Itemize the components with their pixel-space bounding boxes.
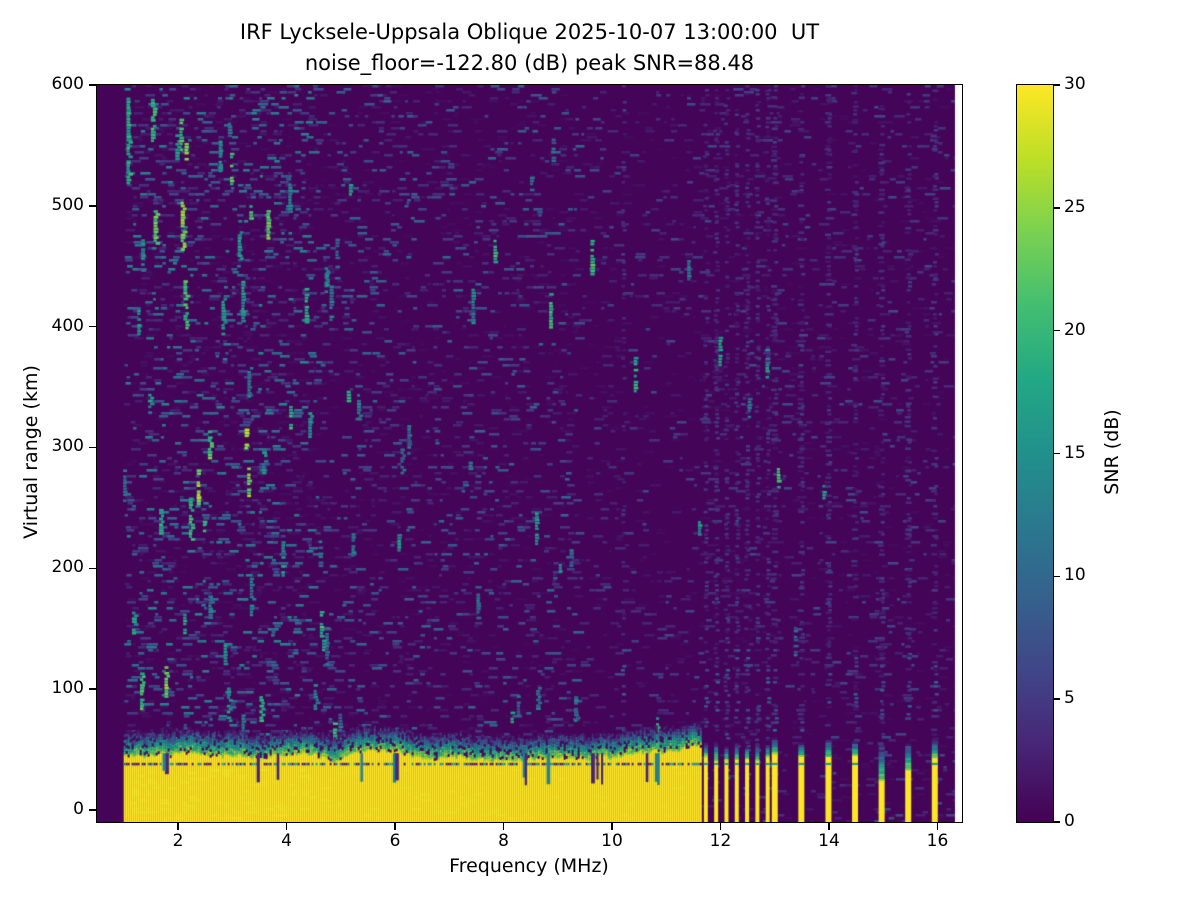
x-tick-label: 8: [498, 831, 509, 851]
y-axis-label: Virtual range (km): [20, 365, 42, 539]
x-tick-mark: [719, 823, 722, 830]
colorbar-tick-label: 15: [1064, 442, 1086, 463]
y-tick-mark: [89, 688, 96, 690]
colorbar-tick-mark: [1054, 575, 1060, 578]
x-tick-label: 4: [281, 831, 292, 851]
chart-subtitle: noise_floor=-122.80 (dB) peak SNR=88.48: [304, 51, 755, 75]
x-tick-label: 10: [601, 831, 623, 851]
x-tick-mark: [828, 823, 830, 830]
heatmap-canvas: [97, 85, 962, 822]
x-tick-label: 14: [818, 831, 840, 851]
x-tick-mark: [394, 823, 396, 830]
x-tick-mark: [611, 823, 613, 830]
colorbar-tick-mark: [1054, 698, 1060, 700]
plot-area: [96, 84, 963, 823]
colorbar-label: SNR (dB): [1101, 409, 1123, 495]
y-tick-label: 500: [51, 194, 84, 215]
x-tick-label: 6: [389, 831, 401, 851]
colorbar-tick-label: 30: [1064, 74, 1086, 94]
x-tick-label: 12: [709, 831, 732, 851]
colorbar-tick-mark: [1054, 207, 1060, 209]
colorbar-tick-label: 0: [1064, 811, 1075, 831]
y-tick-mark: [89, 84, 96, 86]
x-tick-mark: [285, 823, 288, 830]
x-tick-label: 2: [172, 831, 184, 851]
y-tick-label: 100: [51, 678, 84, 699]
y-tick-label: 600: [51, 74, 84, 94]
y-tick-mark: [89, 446, 96, 449]
y-tick-label: 0: [73, 798, 84, 819]
y-tick-mark: [89, 205, 96, 207]
colorbar-tick-label: 5: [1064, 688, 1075, 709]
y-tick-label: 200: [51, 557, 84, 578]
y-tick-mark: [89, 809, 96, 811]
colorbar-tick-mark: [1054, 452, 1060, 455]
y-tick-label: 300: [51, 436, 84, 457]
y-tick-mark: [89, 567, 96, 570]
x-tick-mark: [502, 823, 505, 830]
colorbar-tick-label: 20: [1064, 319, 1086, 340]
x-axis-label: Frequency (MHz): [449, 855, 609, 877]
x-tick-mark: [936, 823, 939, 830]
y-tick-mark: [89, 325, 96, 328]
colorbar-tick-mark: [1054, 821, 1060, 823]
y-tick-label: 400: [51, 315, 84, 336]
colorbar-tick-label: 10: [1064, 565, 1086, 586]
chart-title: IRF Lycksele-Uppsala Oblique 2025-10-07 …: [239, 20, 820, 44]
colorbar-tick-label: 25: [1064, 196, 1086, 217]
x-tick-label: 16: [926, 831, 949, 851]
colorbar-tick-mark: [1054, 329, 1060, 332]
x-tick-mark: [177, 823, 179, 830]
colorbar: [1016, 84, 1054, 823]
colorbar-tick-mark: [1054, 84, 1060, 86]
